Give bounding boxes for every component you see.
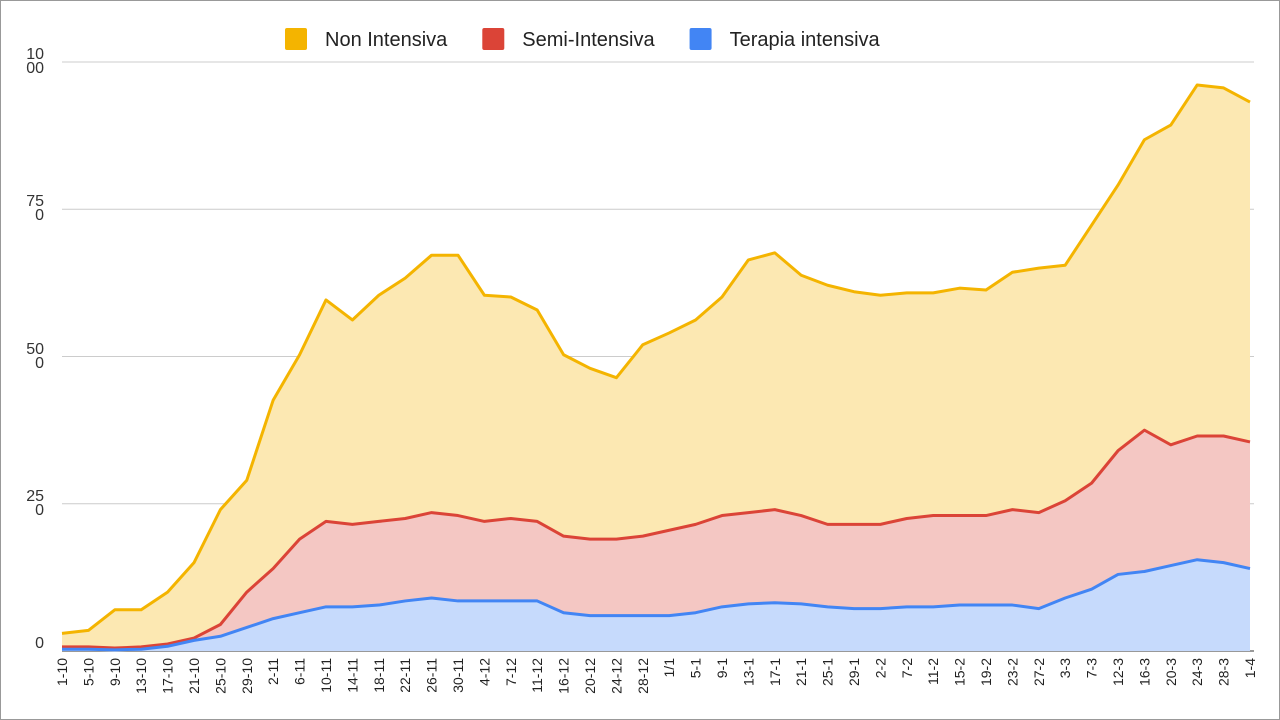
x-tick-label: 15-2 [952,658,968,686]
x-tick-label: 22-11 [397,658,413,693]
x-tick-label: 6-11 [292,658,308,685]
x-tick-label: 2-11 [265,658,281,685]
x-tick-label: 24-3 [1189,658,1205,686]
legend-label: Non Intensiva [325,29,448,51]
series-line [61,83,1251,635]
x-tick-label: 28-3 [1216,658,1232,686]
x-tick-label: 12-3 [1110,658,1126,686]
y-tick-label: 0 [35,637,44,652]
x-tick-label: 23-2 [1004,658,1020,686]
y-tick-label-box: 250 [26,489,44,519]
x-tick-label: 13-10 [133,658,149,694]
y-tick-label-box: 1000 [26,48,44,77]
x-tick-label: 21-1 [793,658,809,686]
x-tick-label: 11-12 [529,658,545,693]
series-line [62,428,1251,650]
x-tick-label: 16-3 [1136,658,1152,686]
x-tick-label: 7-3 [1084,658,1100,678]
x-tick-label: 25-1 [820,658,836,686]
x-tick-label: 30-11 [450,658,466,693]
x-tick-label: 5-1 [688,658,704,678]
x-tick-label: 7-12 [503,658,519,686]
legend-label: Terapia intensiva [730,29,881,51]
x-tick-label: 27-2 [1031,658,1047,686]
x-tick-label: 1/1 [661,658,677,678]
legend-label: Semi-Intensiva [522,29,655,51]
x-tick-label: 16-12 [556,658,572,694]
x-tick-label: 11-2 [925,658,941,685]
x-tick-label: 29-10 [239,658,255,694]
y-tick-label: 500 [26,342,44,372]
x-tick-label: 3-3 [1057,658,1073,678]
x-tick-label: 18-11 [371,658,387,693]
x-tick-label: 7-2 [899,658,915,678]
x-tick-label: 17-1 [767,658,783,686]
x-tick-label: 1-4 [1242,658,1258,678]
x-tick-label: 26-11 [424,658,440,693]
y-tick-label: 250 [26,489,44,519]
x-tick-label: 4-12 [476,658,492,686]
x-tick-label: 9-10 [107,658,123,686]
x-tick-label: 20-12 [582,658,598,694]
x-tick-label: 5-10 [80,658,96,686]
y-tick-label-box: 750 [26,195,44,225]
x-tick-label: 17-10 [160,658,176,694]
y-tick-label: 1000 [26,48,44,77]
x-tick-label: 28-12 [635,658,651,694]
x-tick-label: 19-2 [978,658,994,686]
x-tick-label: 24-12 [608,658,624,694]
legend-swatch [285,28,307,50]
x-tick-label: 13-1 [740,658,756,686]
y-tick-label-box: 0 [35,637,44,652]
series-line [62,558,1251,652]
y-tick-label: 750 [26,195,44,225]
x-tick-label: 10-11 [318,658,334,693]
x-tick-label: 2-2 [872,658,888,678]
legend-swatch [689,28,712,50]
x-tick-label: 1-10 [54,658,70,686]
x-tick-label: 14-11 [344,658,360,693]
x-tick-label: 29-1 [846,658,862,686]
x-tick-label: 20-3 [1163,658,1179,686]
x-tick-label: 21-10 [186,658,202,694]
x-tick-label: 9-1 [714,658,730,678]
area-fill [62,430,1250,650]
legend-swatch [482,28,505,50]
y-tick-label-box: 500 [26,342,44,372]
x-tick-label: 25-10 [212,658,228,694]
area-fill [62,84,1250,649]
area-fill [62,559,1250,651]
